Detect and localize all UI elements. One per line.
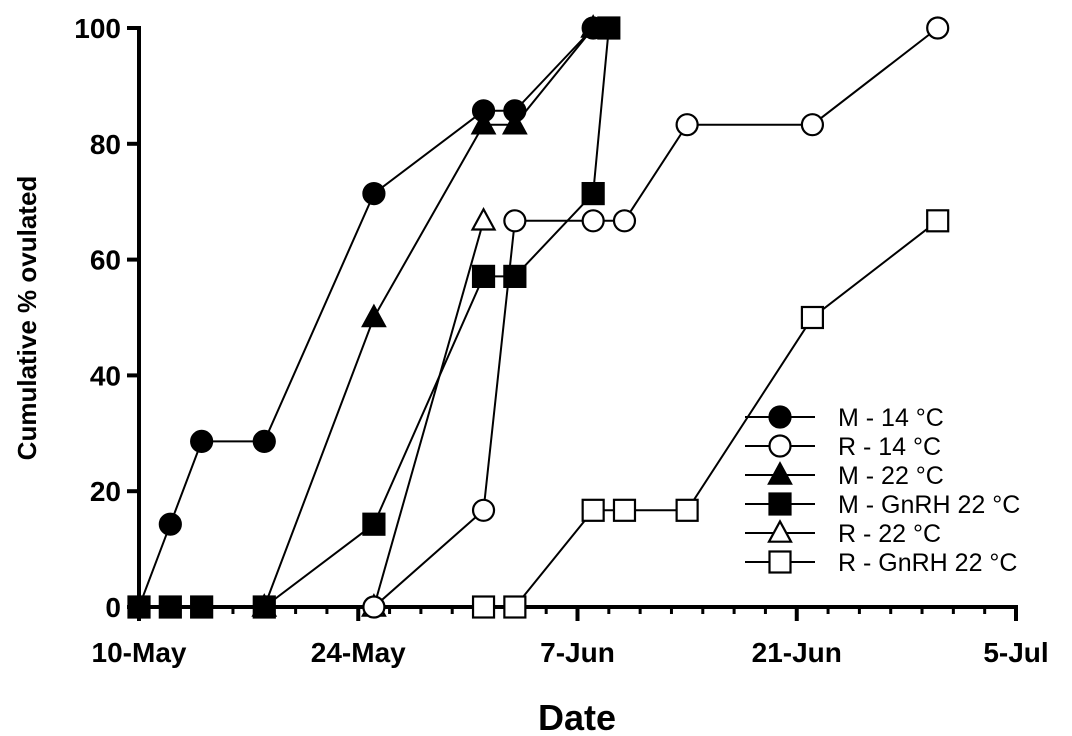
data-point: [471, 99, 496, 123]
data-point: [926, 209, 950, 233]
series-2: [362, 16, 950, 619]
y-tick-label: 20: [90, 476, 121, 507]
legend-label: M - GnRH 22 °C: [838, 491, 1020, 519]
data-point: [612, 498, 637, 522]
data-point: [470, 110, 497, 135]
legend-marker: [767, 461, 793, 485]
legend-item-5: R - 22 °C: [745, 519, 941, 548]
y-tick-label: 80: [90, 129, 121, 160]
axes: 0 20 40 60 80 100 10-May 24-May 7-Jun 21-Jun 5-Jul: [74, 13, 1048, 668]
data-point: [470, 206, 497, 231]
series-layer: [127, 14, 950, 619]
series-line: [263, 27, 594, 608]
x-tick-label: 21-Jun: [752, 637, 842, 668]
data-point: [158, 595, 182, 619]
data-point: [252, 429, 276, 454]
legend: M - 14 °CR - 14 °CM - 22 °CM - GnRH 22 °…: [745, 404, 1020, 577]
legend-marker: [767, 519, 793, 543]
data-point: [800, 113, 825, 137]
data-point: [362, 512, 386, 536]
y-tick-label: 60: [90, 245, 121, 276]
data-point: [501, 110, 528, 135]
x-tick-label: 10-May: [92, 637, 187, 668]
data-point: [158, 512, 182, 536]
y-tick-label: 0: [105, 592, 121, 623]
x-axis-title: Date: [538, 697, 616, 736]
data-point: [503, 209, 527, 233]
data-point: [675, 113, 699, 137]
x-tick-label: 24-May: [311, 637, 406, 668]
legend-item-3: M - 22 °C: [745, 461, 944, 490]
data-point: [581, 498, 605, 522]
data-point: [926, 16, 950, 40]
data-point: [362, 181, 386, 206]
legend-label: R - GnRH 22 °C: [838, 549, 1017, 577]
legend-item-4: M - GnRH 22 °C: [745, 491, 1020, 519]
series-1: [127, 16, 605, 619]
data-point: [503, 595, 527, 619]
legend-label: M - 22 °C: [838, 462, 944, 490]
y-axis-title: Cumulative % ovulated: [12, 176, 42, 461]
data-point: [362, 595, 386, 619]
legend-item-6: R - GnRH 22 °C: [745, 549, 1017, 577]
y-tick-label: 100: [74, 13, 121, 44]
data-point: [471, 595, 496, 619]
series-6: [471, 209, 950, 619]
legend-marker: [768, 550, 792, 574]
legend-marker: [768, 492, 792, 516]
series-line: [372, 220, 485, 608]
data-point: [361, 303, 387, 328]
data-point: [800, 305, 825, 330]
legend-label: R - 14 °C: [838, 433, 941, 461]
series-3: [251, 14, 607, 617]
data-point: [127, 595, 151, 619]
x-tick-label: 7-Jun: [540, 637, 615, 668]
legend-item-2: R - 14 °C: [745, 433, 941, 461]
data-point: [190, 595, 214, 619]
data-point: [503, 99, 527, 123]
data-point: [190, 429, 214, 454]
legend-label: M - 14 °C: [838, 404, 944, 432]
data-point: [251, 593, 278, 617]
legend-item-1: M - 14 °C: [745, 404, 944, 432]
data-point: [675, 498, 699, 522]
legend-marker: [768, 405, 792, 429]
data-point: [581, 16, 605, 40]
data-point: [471, 264, 496, 288]
series-line: [373, 27, 939, 608]
data-point: [581, 209, 605, 233]
data-point: [471, 498, 496, 522]
legend-label: R - 22 °C: [838, 520, 941, 548]
y-tick-label: 40: [90, 360, 121, 391]
data-point: [581, 181, 605, 206]
x-tick-label: 5-Jul: [983, 637, 1048, 668]
data-point: [612, 209, 637, 233]
legend-marker: [768, 434, 792, 458]
